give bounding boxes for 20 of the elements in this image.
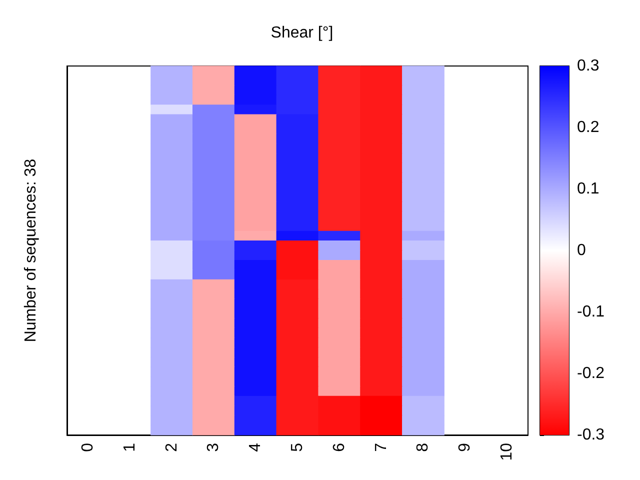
x-tick-label: 5 [289,442,306,452]
color-bar-label: -0.1 [577,304,605,320]
x-tick-label: 2 [163,442,180,452]
x-tick-label: 3 [205,442,222,452]
color-bar-label: 0.1 [577,180,600,198]
color-bar-label: 0.2 [577,119,600,136]
color-bar-label: 0 [577,242,586,259]
color-bar-label: 0.3 [577,58,600,74]
x-tick-label: 6 [330,442,348,452]
chart-title: Shear [°] [270,24,334,42]
x-tick-label: 4 [247,442,264,452]
y-axis-title: Number of sequences: 38 [22,158,40,342]
color-bar-label: -0.3 [577,426,605,444]
x-tick-label: 1 [121,442,138,452]
x-tick-label: 10 [498,442,516,461]
x-tick-label: 7 [372,442,390,452]
x-tick-label: 0 [79,442,96,452]
x-tick-label: 9 [456,442,474,452]
x-tick-label: 8 [414,442,432,452]
color-bar-label: -0.2 [577,365,605,382]
